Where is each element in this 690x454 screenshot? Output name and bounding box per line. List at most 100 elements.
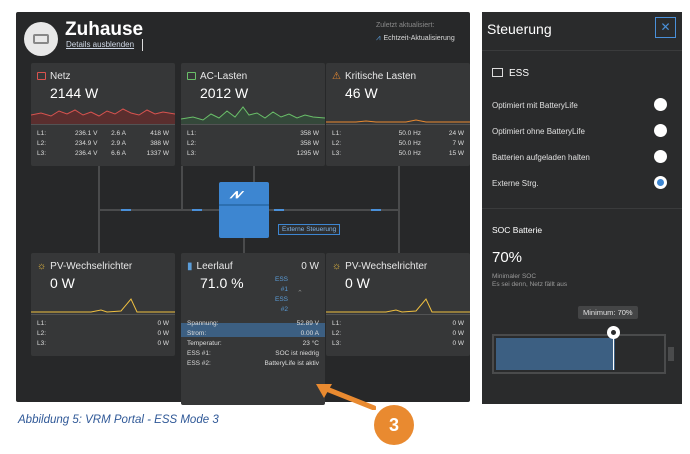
wire <box>98 209 100 253</box>
table-cell: L2: <box>37 140 47 147</box>
hide-details-link[interactable]: Details ausblenden <box>66 40 135 49</box>
grid-card-header: Netz <box>37 71 71 82</box>
ess-option-label: Optimiert mit BatteryLife <box>492 101 578 110</box>
soc-battery-slider[interactable] <box>492 334 666 374</box>
table-cell: 358 W <box>300 140 319 147</box>
last-updated-label: Zuletzt aktualisiert: <box>376 22 435 29</box>
table-row: L2: 358 W <box>187 138 319 148</box>
table-cell: 7 W <box>452 140 464 147</box>
table-cell: 50.0 Hz <box>398 130 422 137</box>
table-cell: L1: <box>187 130 197 137</box>
battery-terminal <box>668 347 674 361</box>
table-cell: 23 °C <box>302 340 319 347</box>
ess-option-label: Batterien aufgeladen halten <box>492 153 590 162</box>
ac-loads-card[interactable]: AC-Lasten 2012 W L1: 358 W L2: 358 W L3: 1295… <box>181 63 325 166</box>
table-row: L1: 0 W <box>37 318 169 328</box>
table-row: Temperatur: 23 °C <box>187 338 319 348</box>
table-cell: 6.6 A <box>111 150 126 157</box>
table-cell: L1: <box>332 320 342 327</box>
battery-soc: 71.0 % <box>200 275 244 291</box>
table-cell: 50.0 Hz <box>398 140 422 147</box>
ess-option-radio[interactable] <box>654 176 667 189</box>
table-cell: L1: <box>332 130 342 137</box>
realtime-icon: ⩘ <box>376 33 381 42</box>
battery-card[interactable]: ▮ Leerlauf 0 W 71.0 % ESS #1 ESS #2 ⌃ Spa… <box>181 253 325 405</box>
ess-option-radio[interactable] <box>654 150 667 163</box>
text-cursor <box>142 39 143 51</box>
battery-soc-bar <box>181 323 325 337</box>
pv-inverter-right-card[interactable]: ☼ PV-Wechselrichter 0 W L1: 0 W L2: 0 W L3: 0 … <box>326 253 470 356</box>
divider <box>482 50 682 51</box>
device-icon <box>33 34 49 44</box>
table-cell: Spannung: <box>187 320 219 327</box>
table-cell: 0 W <box>157 320 169 327</box>
table-row: L2: 0 W <box>332 328 464 338</box>
slider-line <box>613 326 614 370</box>
battery-state: Leerlauf <box>196 261 233 272</box>
pv-left-sparkline <box>31 298 175 313</box>
chevron-up-icon[interactable]: ⌃ <box>297 290 303 297</box>
table-cell: L1: <box>37 320 47 327</box>
table-cell: L2: <box>187 140 197 147</box>
ess2-link[interactable]: ESS #2 <box>274 296 288 313</box>
victron-logo-icon: ⩘⩗ <box>230 186 244 201</box>
ess-option-label: Externe Strg. <box>492 179 539 188</box>
table-row: Spannung: 52.89 V <box>187 318 319 328</box>
table-cell: 50.0 Hz <box>398 150 422 157</box>
table-cell: L3: <box>37 340 47 347</box>
table-cell: 15 W <box>448 150 464 157</box>
table-row: ESS #1: SOC ist niedrig <box>187 348 319 358</box>
divider <box>31 124 175 125</box>
ess-option-radio[interactable] <box>654 98 667 111</box>
logo-bar <box>219 204 269 206</box>
close-icon[interactable]: ✕ <box>655 17 676 38</box>
table-cell: 1295 W <box>296 150 319 157</box>
flow-dot <box>274 209 284 211</box>
battery-icon: ▮ <box>187 261 193 272</box>
battery-power: 0 W <box>301 261 319 272</box>
ess-option-radio[interactable] <box>654 124 667 137</box>
victron-logo-tile[interactable]: ⩘⩗ <box>219 182 269 238</box>
grid-title: Netz <box>50 71 71 82</box>
table-row: L3: 50.0 Hz 15 W <box>332 148 464 158</box>
flow-dot <box>121 209 131 211</box>
panel-title: Steuerung <box>487 21 552 37</box>
pv-left-card-header: ☼ PV-Wechselrichter <box>37 261 132 272</box>
min-soc-label: Minimaler SOC <box>492 273 537 280</box>
realtime-update-toggle[interactable]: ⩘ Echtzeit-Aktualisierung <box>376 33 455 43</box>
warning-icon: ⚠ <box>332 71 341 82</box>
ac-loads-icon <box>187 72 196 80</box>
ess-option-label: Optimiert ohne BatteryLife <box>492 127 585 136</box>
table-cell: SOC ist niedrig <box>275 350 319 357</box>
control-panel: Steuerung ✕ ESS Optimiert mit BatteryLif… <box>482 12 682 404</box>
pv-inverter-left-card[interactable]: ☼ PV-Wechselrichter 0 W L1: 0 W L2: 0 W L3: 0 … <box>31 253 175 356</box>
table-cell: 236.4 V <box>75 150 98 157</box>
table-row: L1: 50.0 Hz 24 W <box>332 128 464 138</box>
ess1-link[interactable]: ESS #1 <box>274 276 288 293</box>
grid-phase-table: L1: 236.1 V 2.6 A 418 W L2: 234.9 V 2.9 A 388 W… <box>37 128 169 158</box>
vrm-dashboard: Zuhause Details ausblenden Zuletzt aktua… <box>16 12 470 405</box>
ac-loads-phase-table: L1: 358 W L2: 358 W L3: 1295 W <box>187 128 319 158</box>
table-cell: 2.9 A <box>111 140 126 147</box>
table-row: L3: 0 W <box>332 338 464 348</box>
minimum-tooltip: Minimum: 70% <box>578 306 638 319</box>
ess-heading: ESS <box>492 68 529 79</box>
ac-loads-card-header: AC-Lasten <box>187 71 247 82</box>
critical-loads-card[interactable]: ⚠ Kritische Lasten 46 W L1: 50.0 Hz 24 W L2:… <box>326 63 470 166</box>
slider-handle[interactable] <box>607 326 620 339</box>
site-avatar <box>24 22 58 56</box>
divider <box>482 208 682 209</box>
table-cell: L3: <box>332 340 342 347</box>
soc-value: 70% <box>492 249 523 266</box>
table-cell: 0.00 A <box>300 330 319 337</box>
table-cell: L2: <box>332 140 342 147</box>
critical-loads-title: Kritische Lasten <box>344 71 417 82</box>
grid-power: 2144 W <box>50 85 99 101</box>
grid-card[interactable]: Netz 2144 W L1: 236.1 V 2.6 A 418 W L2: 234.9… <box>31 63 175 166</box>
flow-dot <box>371 209 381 211</box>
table-cell: ESS #1: <box>187 350 211 357</box>
table-cell: 52.89 V <box>296 320 319 327</box>
critical-loads-sparkline <box>326 119 470 123</box>
grid-icon <box>37 72 46 80</box>
ess-icon <box>492 68 503 77</box>
